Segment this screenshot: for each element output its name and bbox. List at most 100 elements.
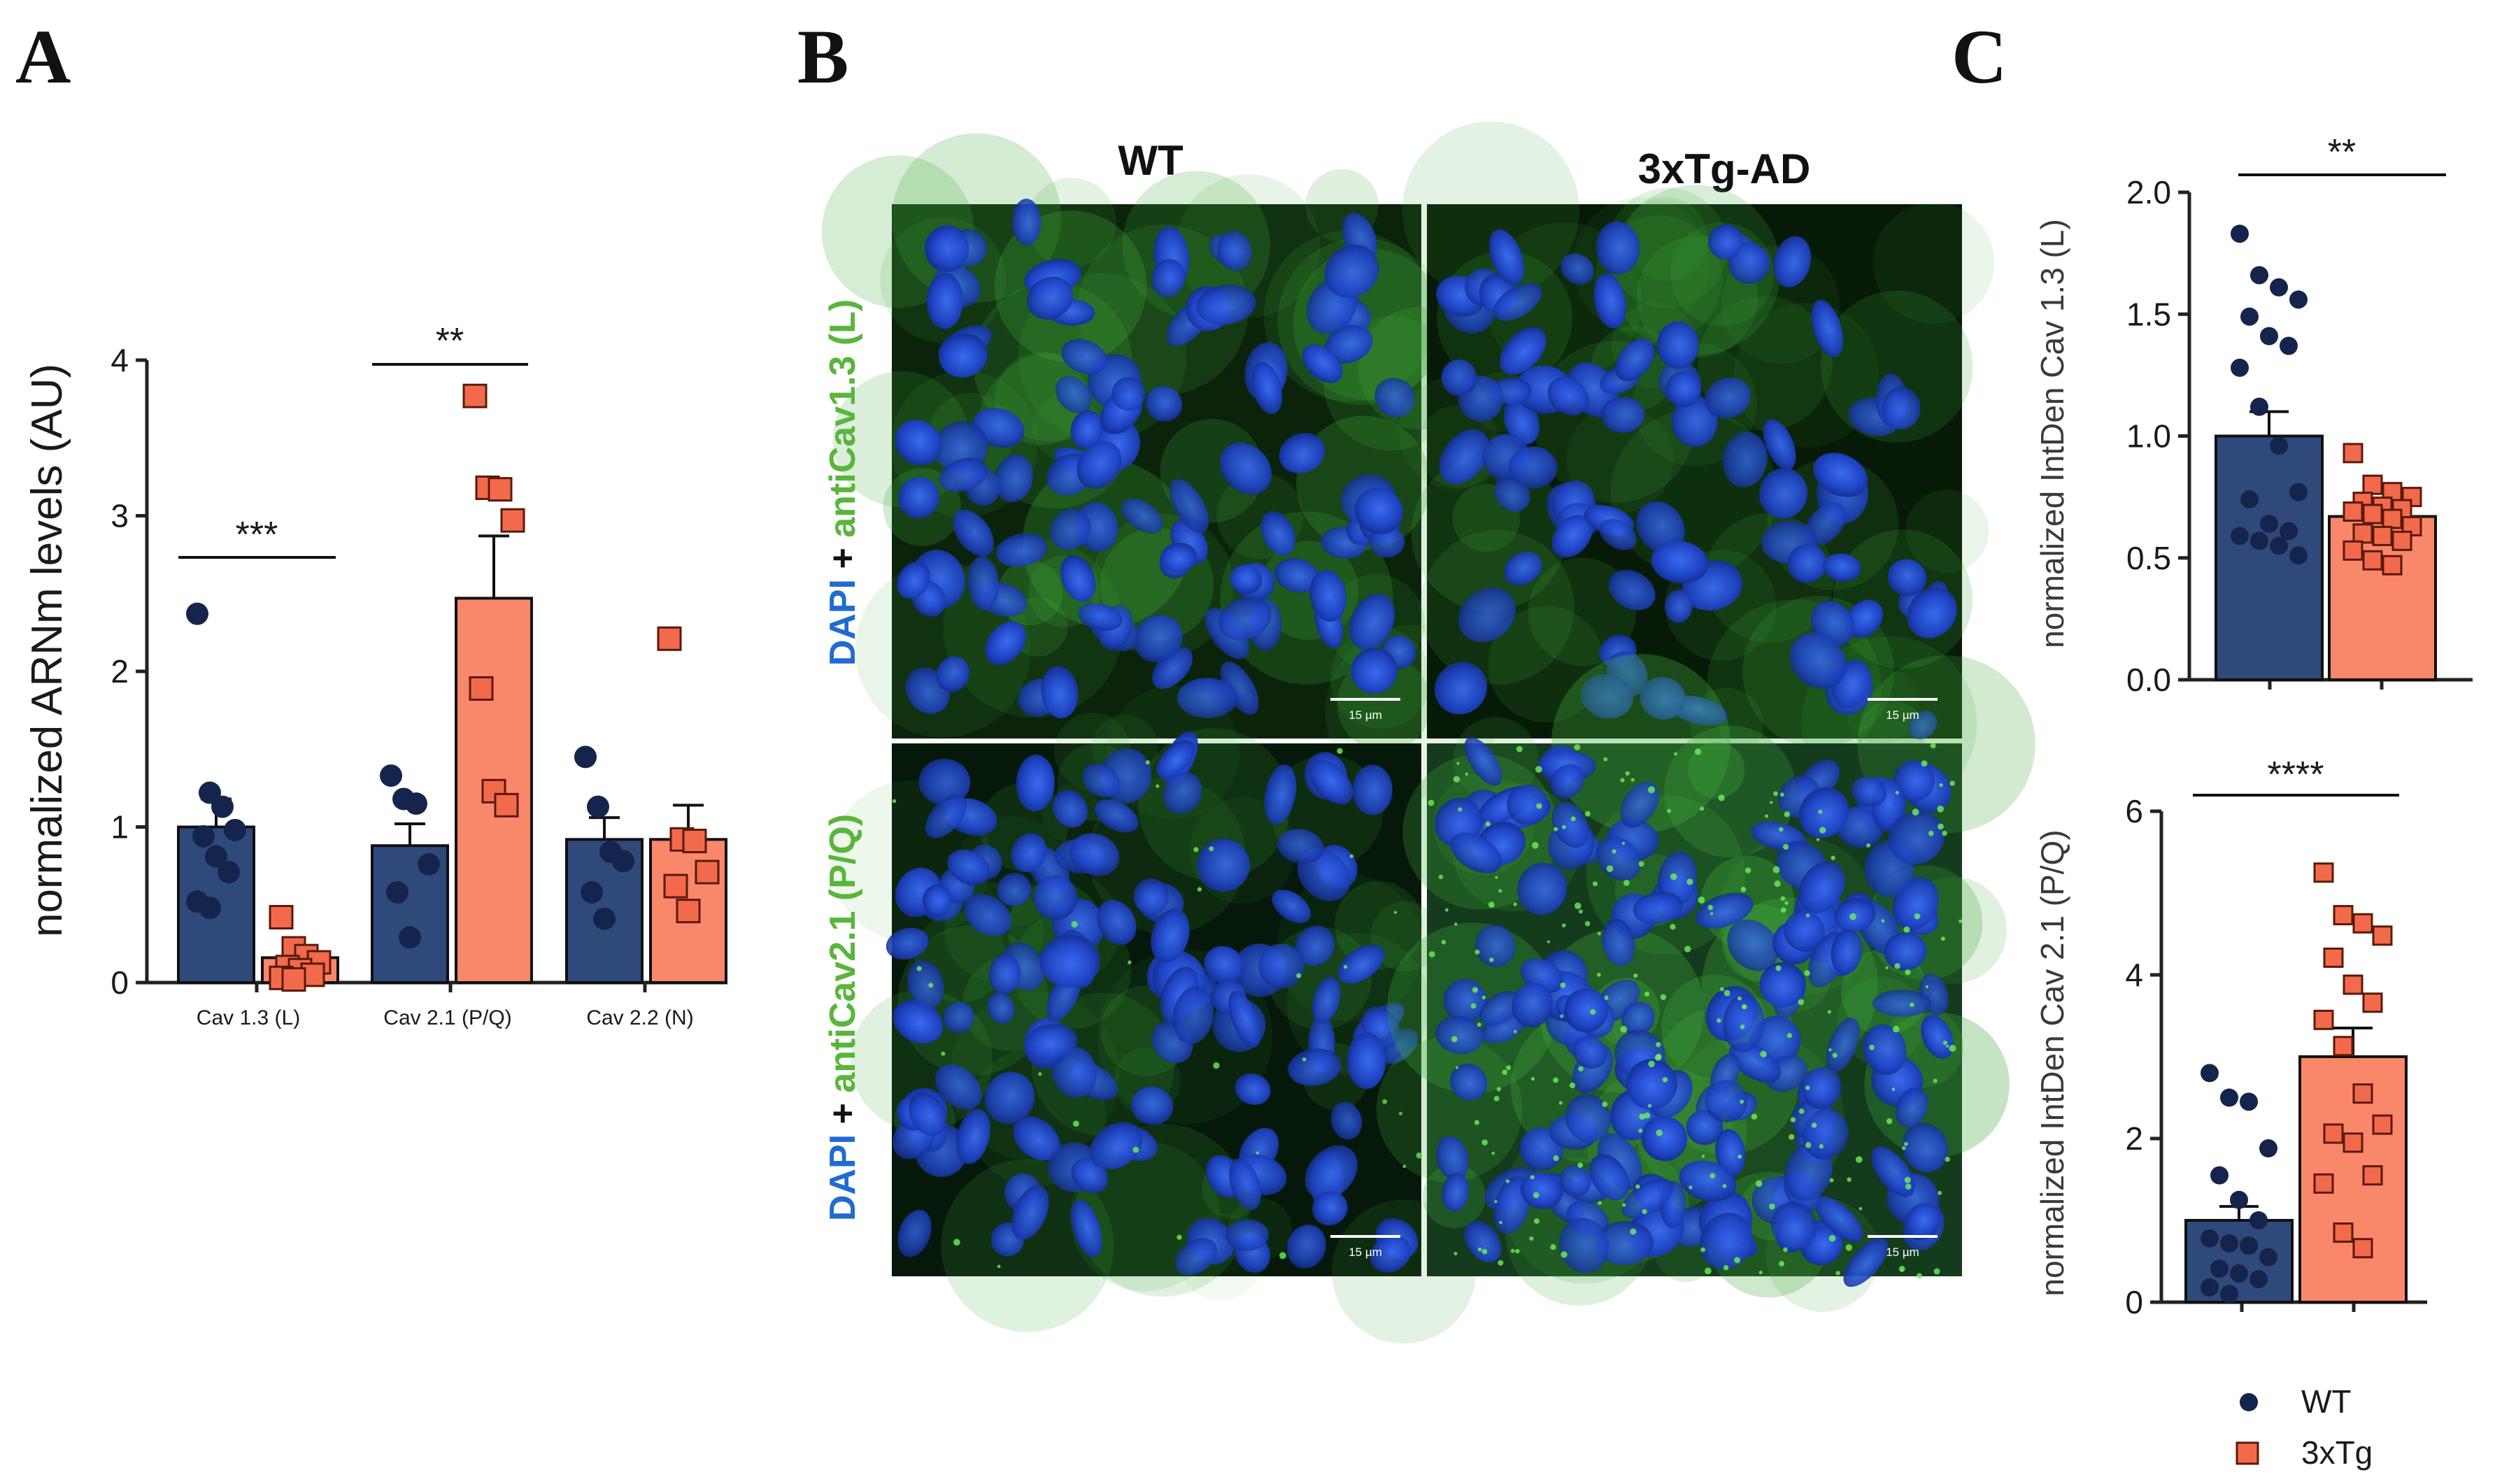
nucleus [1272,890,1312,924]
green-punctum [1782,843,1789,850]
chart-c-top-points [2231,224,2422,576]
green-punctum [1470,1003,1477,1009]
green-punctum [1886,1118,1893,1125]
chart-c-bottom-points [2201,862,2393,1304]
green-punctum [1827,1010,1831,1014]
chart-c-top-point-3xtg [2382,508,2403,529]
nucleus [1441,359,1477,397]
green-punctum [1647,786,1655,794]
chart-c-top-point-wt [2231,224,2249,243]
nucleus [1049,508,1091,550]
nucleus [1204,946,1244,985]
chart-c-bottom-point-3xtg [2352,1083,2373,1104]
nucleus [918,759,971,806]
green-punctum [1530,1076,1535,1081]
nucleus [1172,986,1214,1045]
chart-c-top-point-3xtg [2372,525,2393,546]
green-punctum [1644,1112,1651,1119]
green-punctum [1590,1008,1596,1015]
chart-a-point-wt-1 [418,852,440,876]
chart-c-bottom-point-wt [2220,1234,2238,1253]
nucleus [1218,597,1272,641]
green-punctum [1905,1183,1912,1190]
chart-a-point-wt-0 [211,795,234,818]
chart-a-point-wt-2 [593,907,616,930]
green-punctum [1343,964,1348,969]
nucleus [1156,740,1195,778]
nucleus [1787,544,1827,583]
nucleus [1696,892,1754,929]
green-punctum [1770,801,1773,804]
chart-c-bottom-point-wt [2230,1190,2248,1209]
green-stain [1376,1036,1523,1183]
nucleus [907,959,944,1008]
green-punctum [1835,1271,1840,1276]
nucleus [1664,590,1693,623]
green-punctum [1660,994,1667,1001]
chart-c-top-point-wt [2231,358,2249,377]
green-punctum [1630,1228,1637,1235]
green-punctum [1495,876,1498,879]
green-punctum [1577,1162,1584,1168]
chart-c-top-point-wt [2240,307,2259,326]
chart-a-point-3xtg-2 [663,873,688,899]
green-punctum [1458,807,1463,812]
nucleus [1608,569,1656,611]
nucleus [1493,283,1542,322]
chart-c-bottom-ytick-label: 4 [2125,957,2143,993]
green-punctum [1574,744,1581,750]
nucleus [1862,1024,1907,1075]
green-punctum [1623,880,1630,886]
nucleus [925,227,969,271]
nucleus [1679,1160,1737,1202]
green-punctum [1038,1072,1042,1076]
row-label-cav13-dapi: DAPI [823,579,863,666]
nucleus [1196,285,1256,325]
green-punctum [1784,811,1790,818]
green-punctum [1529,1236,1534,1241]
green-punctum [1780,896,1786,901]
chart-a-point-3xtg-0 [281,967,306,992]
green-punctum [1515,1248,1520,1254]
nucleus [1715,1129,1746,1176]
nucleus [1309,569,1347,622]
nucleus [1041,666,1079,719]
green-punctum [1910,1002,1914,1007]
nucleus [936,656,970,692]
green-punctum [1603,757,1608,762]
chart-a-significance-cav21: ** [436,321,464,362]
green-punctum [1494,1200,1498,1204]
green-punctum [1561,1251,1568,1258]
chart-c-bottom-point-wt [2201,1064,2219,1083]
nucleus [1871,1146,1915,1197]
green-punctum [1737,996,1742,1001]
nucleus [1551,515,1593,558]
nucleus [1872,990,1932,1017]
nucleus [1507,784,1549,825]
green-punctum [1805,1085,1810,1090]
nucleus [1312,1191,1348,1226]
column-title-wt: WT [1118,137,1183,184]
green-punctum [1734,1257,1741,1264]
nucleus [1895,1087,1928,1128]
nucleus [1346,1032,1386,1090]
nucleus [1309,759,1353,805]
row-label-cav13-plus: + [823,538,863,579]
nucleus [1547,377,1589,416]
panel-letter-a: A [15,14,71,99]
chart-c-top-point-3xtg [2382,555,2403,576]
green-punctum [1818,809,1823,814]
nucleus [967,556,1000,611]
chart-c-bottom-axes: 0 2 4 6 [2125,793,2427,1320]
nucleus [1060,555,1096,602]
green-punctum [1722,1184,1727,1188]
chart-a: 0 1 2 3 4 normalized ARNm levels (AU) Cav 1.… [23,321,727,1029]
chart-a-point-wt-0 [218,861,240,884]
green-punctum [1296,973,1302,978]
green-punctum [1513,1029,1517,1034]
nucleus [1595,1221,1654,1265]
chart-c-bottom-point-3xtg [2333,1036,2354,1057]
nucleus [1434,662,1488,715]
chart-c-top-point-3xtg [2391,530,2412,551]
nucleus [1593,273,1626,329]
